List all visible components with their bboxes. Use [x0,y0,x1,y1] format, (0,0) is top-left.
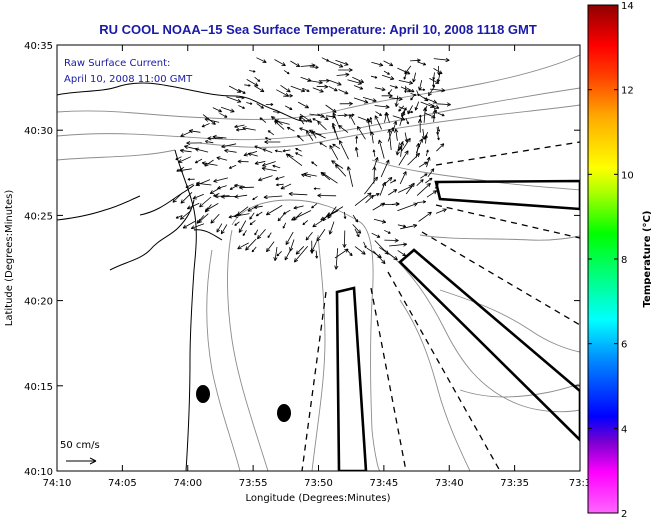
colorbar-tick-label: 6 [621,340,627,351]
longitude-tick-label: 73:35 [500,478,529,489]
longitude-ticks: 74:10 74:05 74:00 73:55 73:50 73:45 73:40 73:35… [43,45,591,489]
colorbar-tick-label: 12 [621,86,634,97]
temperature-colorbar [587,4,619,514]
scale-vector-label: 50 cm/s [60,440,100,451]
longitude-tick-label: 73:3 [569,478,591,489]
colorbar-tick-label: 14 [621,1,634,12]
y-axis-label: Latitude (Degrees:Minutes) [4,190,15,327]
colorbar-tick-label: 10 [621,170,634,181]
colorbar-ticks: 14 12 10 8 6 4 2 [588,1,634,519]
colorbar-tick-label: 8 [621,255,627,266]
latitude-tick-label: 40:20 [24,297,53,308]
map-area [57,45,580,471]
buoy-marker-east [277,404,291,422]
colorbar-label: Temperature (°C) [642,211,651,308]
shipping-lanes [301,141,580,471]
latitude-tick-label: 40:30 [24,126,53,137]
longitude-tick-label: 73:45 [369,478,398,489]
longitude-tick-label: 74:00 [173,478,202,489]
buoy-marker-west [196,385,210,403]
map-title: RU COOL NOAA–15 Sea Surface Temperature:… [99,22,537,37]
longitude-tick-label: 74:05 [108,478,137,489]
traffic-separation-zones [335,179,580,471]
scale-vector-arrow [66,457,97,465]
longitude-tick-label: 74:10 [43,478,72,489]
current-legend-line2: April 10, 2008 11:00 GMT [64,74,193,85]
latitude-tick-label: 40:25 [24,211,53,222]
longitude-tick-label: 73:50 [304,478,333,489]
latitude-tick-label: 40:15 [24,382,53,393]
colorbar-tick-label: 4 [621,424,627,435]
current-vectors [172,57,451,270]
latitude-tick-label: 40:35 [24,41,53,52]
latitude-tick-label: 40:10 [24,467,53,478]
latitude-ticks: 40:35 40:30 40:25 40:20 40:15 40:10 [24,41,580,478]
longitude-tick-label: 73:55 [239,478,268,489]
colorbar-tick-label: 2 [621,509,627,519]
current-legend-line1: Raw Surface Current: [64,58,170,69]
longitude-tick-label: 73:40 [435,478,464,489]
x-axis-label: Longitude (Degrees:Minutes) [245,493,390,504]
